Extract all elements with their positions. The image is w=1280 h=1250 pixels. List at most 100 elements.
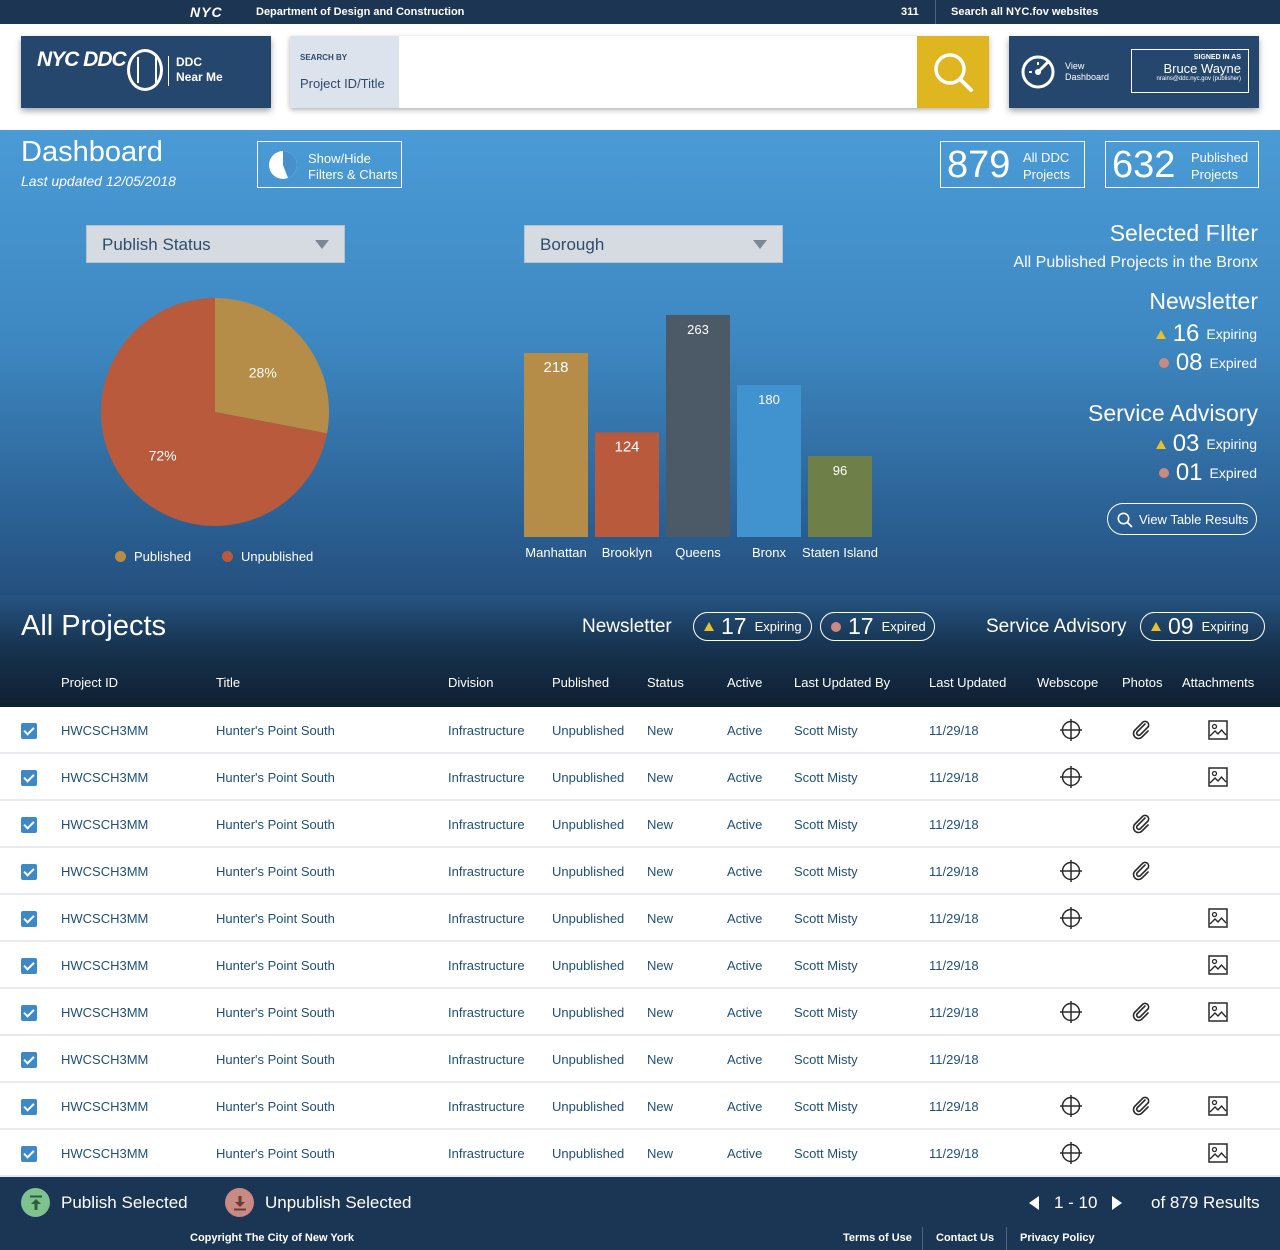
project-id-cell[interactable]: HWCSCH3MM <box>61 958 149 973</box>
table-row[interactable]: HWCSCH3MM Hunter's Point South Infrastruct… <box>0 1130 1280 1177</box>
ddc-near-me-link[interactable]: DDC Near Me <box>176 55 223 85</box>
image-icon[interactable] <box>1208 767 1228 790</box>
column-header-project-id[interactable]: Project ID <box>61 675 119 690</box>
project-id-cell[interactable]: HWCSCH3MM <box>61 911 149 926</box>
title-cell[interactable]: Hunter's Point South <box>216 817 335 832</box>
chevron-left-icon[interactable] <box>1028 1196 1040 1210</box>
crosshair-icon[interactable] <box>1060 719 1082 744</box>
project-id-cell[interactable]: HWCSCH3MM <box>61 864 149 879</box>
title-cell[interactable]: Hunter's Point South <box>216 1146 335 1161</box>
pie-slice-published[interactable] <box>215 298 329 434</box>
table-row[interactable]: HWCSCH3MM Hunter's Point South Infrastruct… <box>0 848 1280 895</box>
title-cell[interactable]: Hunter's Point South <box>216 1005 335 1020</box>
borough-dropdown[interactable]: Borough <box>524 225 783 263</box>
newsletter-expiring-filter[interactable]: 17 Expiring <box>693 612 812 641</box>
chevron-right-icon[interactable] <box>1111 1196 1123 1210</box>
table-row[interactable]: HWCSCH3MM Hunter's Point South Infrastruct… <box>0 801 1280 848</box>
legend-published[interactable]: Published <box>115 549 191 564</box>
publish-selected-button[interactable]: Publish Selected <box>21 1188 188 1217</box>
image-icon[interactable] <box>1208 955 1228 978</box>
search-input[interactable] <box>406 54 906 90</box>
bar-staten-island[interactable] <box>808 455 872 537</box>
title-cell[interactable]: Hunter's Point South <box>216 864 335 879</box>
paperclip-icon[interactable] <box>1130 1095 1152 1120</box>
table-row[interactable]: HWCSCH3MM Hunter's Point South Infrastruct… <box>0 754 1280 801</box>
privacy-link[interactable]: Privacy Policy <box>1020 1232 1095 1244</box>
column-header-last-updated[interactable]: Last Updated <box>929 675 1007 690</box>
newsletter-expired-filter[interactable]: 17 Expired <box>820 612 935 641</box>
paperclip-icon[interactable] <box>1130 813 1152 838</box>
project-id-cell[interactable]: HWCSCH3MM <box>61 770 149 785</box>
row-checkbox[interactable] <box>21 1005 37 1021</box>
crosshair-icon[interactable] <box>1060 1095 1082 1120</box>
bar-manhattan[interactable] <box>524 352 588 537</box>
nyc-logo[interactable]: NYC <box>190 4 223 20</box>
search-button[interactable] <box>917 36 989 108</box>
show-hide-charts-button[interactable]: Show/Hide Filters & Charts <box>257 141 402 188</box>
nyc-ddc-logo[interactable]: NYC DDC <box>37 48 127 71</box>
view-dashboard-link[interactable]: View Dashboard <box>1065 61 1109 83</box>
view-table-results-button[interactable]: View Table Results <box>1107 503 1257 535</box>
row-checkbox[interactable] <box>21 723 37 739</box>
table-row[interactable]: HWCSCH3MM Hunter's Point South Infrastruct… <box>0 895 1280 942</box>
image-icon[interactable] <box>1208 1002 1228 1025</box>
title-cell[interactable]: Hunter's Point South <box>216 958 335 973</box>
pie-slice-unpublished[interactable] <box>100 298 327 526</box>
column-header-published[interactable]: Published <box>552 675 610 690</box>
paperclip-icon[interactable] <box>1130 860 1152 885</box>
title-cell[interactable]: Hunter's Point South <box>216 770 335 785</box>
title-cell[interactable]: Hunter's Point South <box>216 723 335 738</box>
crosshair-icon[interactable] <box>1060 860 1082 885</box>
table-row[interactable]: HWCSCH3MM Hunter's Point South Infrastruct… <box>0 942 1280 989</box>
user-account-button[interactable]: SIGNED IN AS Bruce Wayne nrains@ddc.nyc.… <box>1131 49 1249 93</box>
unpublish-selected-button[interactable]: Unpublish Selected <box>225 1188 411 1217</box>
bar-brooklyn[interactable] <box>595 432 659 537</box>
table-row[interactable]: HWCSCH3MM Hunter's Point South Infrastruct… <box>0 707 1280 754</box>
title-cell[interactable]: Hunter's Point South <box>216 1052 335 1067</box>
image-icon[interactable] <box>1208 1143 1228 1166</box>
project-id-cell[interactable]: HWCSCH3MM <box>61 1005 149 1020</box>
link-311[interactable]: 311 <box>901 6 919 18</box>
row-checkbox[interactable] <box>21 770 37 786</box>
row-checkbox[interactable] <box>21 817 37 833</box>
service-expired[interactable]: 01 Expired <box>1158 459 1257 487</box>
project-id-cell[interactable]: HWCSCH3MM <box>61 723 149 738</box>
image-icon[interactable] <box>1208 720 1228 743</box>
crosshair-icon[interactable] <box>1060 1001 1082 1026</box>
row-checkbox[interactable] <box>21 1099 37 1115</box>
search-all-link[interactable]: Search all NYC.fov websites <box>951 6 1099 18</box>
publish-status-dropdown[interactable]: Publish Status <box>86 225 345 263</box>
column-header-last-updated-by[interactable]: Last Updated By <box>794 675 891 690</box>
image-icon[interactable] <box>1208 1096 1228 1119</box>
column-header-photos[interactable]: Photos <box>1122 675 1163 690</box>
project-id-cell[interactable]: HWCSCH3MM <box>61 1146 149 1161</box>
paperclip-icon[interactable] <box>1130 1001 1152 1026</box>
legend-unpublished[interactable]: Unpublished <box>222 549 313 564</box>
row-checkbox[interactable] <box>21 1146 37 1162</box>
service-expiring-filter[interactable]: 09 Expiring <box>1140 612 1265 641</box>
crosshair-icon[interactable] <box>1060 907 1082 932</box>
service-expiring[interactable]: 03 Expiring <box>1155 430 1257 458</box>
column-header-webscope[interactable]: Webscope <box>1037 675 1099 690</box>
title-cell[interactable]: Hunter's Point South <box>216 1099 335 1114</box>
search-by-selector[interactable]: SEARCH BY Project ID/Title <box>290 36 399 108</box>
column-header-division[interactable]: Division <box>448 675 494 690</box>
crosshair-icon[interactable] <box>1060 1142 1082 1167</box>
published-projects-stat[interactable]: 632 Published Projects <box>1105 141 1259 188</box>
newsletter-expired[interactable]: 08 Expired <box>1158 349 1257 377</box>
project-id-cell[interactable]: HWCSCH3MM <box>61 1099 149 1114</box>
row-checkbox[interactable] <box>21 1052 37 1068</box>
bar-bronx[interactable] <box>737 385 801 537</box>
newsletter-expiring[interactable]: 16 Expiring <box>1155 320 1257 348</box>
row-checkbox[interactable] <box>21 958 37 974</box>
paperclip-icon[interactable] <box>1130 719 1152 744</box>
column-header-attachments[interactable]: Attachments <box>1182 675 1255 690</box>
all-projects-stat[interactable]: 879 All DDC Projects <box>940 141 1085 188</box>
row-checkbox[interactable] <box>21 864 37 880</box>
terms-link[interactable]: Terms of Use <box>843 1232 912 1244</box>
crosshair-icon[interactable] <box>1060 766 1082 791</box>
image-icon[interactable] <box>1208 908 1228 931</box>
department-name[interactable]: Department of Design and Construction <box>256 6 465 18</box>
project-id-cell[interactable]: HWCSCH3MM <box>61 817 149 832</box>
contact-link[interactable]: Contact Us <box>936 1232 995 1244</box>
